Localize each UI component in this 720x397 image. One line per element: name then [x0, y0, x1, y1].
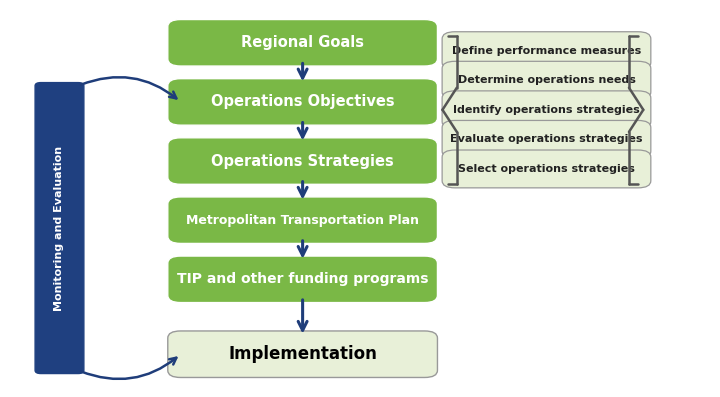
Text: Metropolitan Transportation Plan: Metropolitan Transportation Plan: [186, 214, 419, 227]
FancyBboxPatch shape: [35, 83, 84, 374]
FancyBboxPatch shape: [168, 79, 438, 125]
Text: Identify operations strategies: Identify operations strategies: [453, 105, 640, 115]
Text: Define performance measures: Define performance measures: [452, 46, 641, 56]
Text: Evaluate operations strategies: Evaluate operations strategies: [450, 134, 643, 145]
Text: TIP and other funding programs: TIP and other funding programs: [177, 272, 428, 286]
FancyBboxPatch shape: [442, 120, 651, 158]
Text: Monitoring and Evaluation: Monitoring and Evaluation: [55, 146, 65, 310]
FancyBboxPatch shape: [168, 19, 438, 66]
FancyBboxPatch shape: [442, 91, 651, 129]
FancyBboxPatch shape: [442, 61, 651, 99]
Text: Select operations strategies: Select operations strategies: [458, 164, 635, 174]
FancyBboxPatch shape: [168, 138, 438, 184]
FancyBboxPatch shape: [168, 197, 438, 243]
Text: Operations Objectives: Operations Objectives: [211, 94, 395, 110]
FancyBboxPatch shape: [168, 331, 438, 378]
FancyBboxPatch shape: [442, 150, 651, 188]
Text: Implementation: Implementation: [228, 345, 377, 363]
FancyBboxPatch shape: [442, 32, 651, 69]
Text: Operations Strategies: Operations Strategies: [211, 154, 394, 169]
Text: Determine operations needs: Determine operations needs: [457, 75, 636, 85]
Text: Regional Goals: Regional Goals: [241, 35, 364, 50]
FancyBboxPatch shape: [168, 256, 438, 303]
